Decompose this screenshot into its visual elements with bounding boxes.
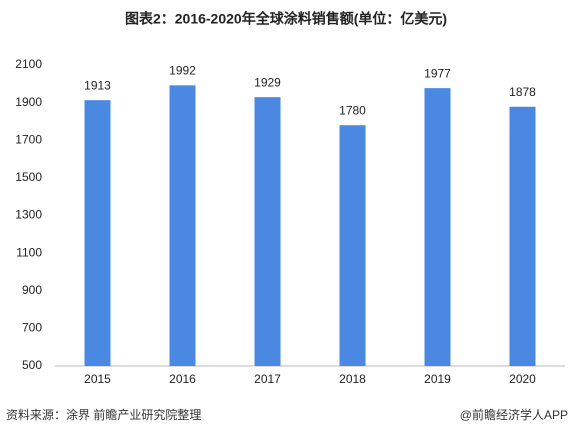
data-label: 1780 [339,103,366,117]
data-label: 1992 [169,63,196,77]
data-label: 1878 [509,85,536,99]
x-tick-label: 2020 [509,372,536,386]
x-tick-label: 2015 [84,372,111,386]
x-tick-label: 2018 [339,372,366,386]
data-label: 1977 [424,66,451,80]
y-tick-label: 1300 [15,208,42,222]
x-tick-label: 2019 [424,372,451,386]
data-label: 1913 [84,78,111,92]
y-tick-label: 900 [22,283,42,297]
x-tick-label: 2017 [254,372,281,386]
y-tick-label: 1500 [15,170,42,184]
source: 资料来源：涂界 前瞻产业研究院整理 [6,407,201,422]
y-tick-label: 1100 [16,245,42,259]
y-tick-label: 1900 [15,95,42,109]
bar [169,85,196,366]
y-tick-label: 500 [22,358,42,372]
bar [339,125,366,366]
bar [509,106,536,367]
y-tick-label: 1700 [15,132,42,146]
chart-title: 图表2：2016-2020年全球涂料销售额(单位：亿美元) [125,11,447,27]
bar [424,88,451,366]
bar [84,100,111,366]
x-tick-label: 2016 [169,372,196,386]
y-tick-label: 700 [22,321,42,335]
y-tick-label: 2100 [15,57,42,71]
credit: @前瞻经济学人APP [460,407,568,422]
bar [254,97,281,366]
data-label: 1929 [254,75,281,89]
